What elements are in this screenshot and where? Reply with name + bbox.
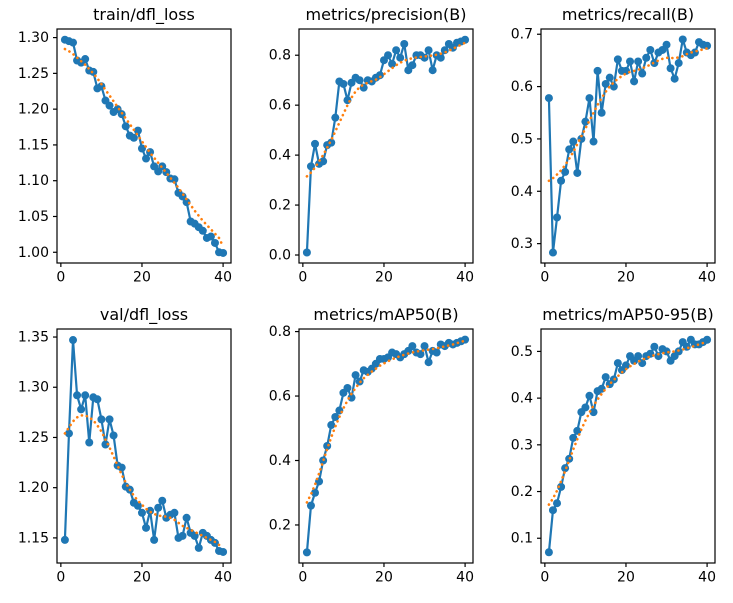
svg-text:0: 0 — [56, 270, 65, 286]
svg-text:20: 20 — [375, 570, 393, 586]
train-dfl-loss-plot: 0 20 40 1.00 1.05 1.10 1.15 1.20 1.25 1.30 — [18, 28, 232, 286]
chart-title-val-dfl-loss: val/dfl_loss — [99, 305, 189, 324]
svg-text:0.2: 0.2 — [269, 517, 291, 533]
subplot-metrics-map50-95: metrics/mAP50-95(B) 0 20 40 0.1 0.2 0.3 0.4 0.5 — [484, 300, 733, 597]
svg-text:40: 40 — [698, 570, 716, 586]
svg-text:0.4: 0.4 — [511, 184, 533, 200]
svg-text:1.10: 1.10 — [18, 173, 49, 189]
svg-text:20: 20 — [133, 270, 151, 286]
svg-text:0.3: 0.3 — [511, 437, 533, 453]
svg-text:20: 20 — [375, 270, 393, 286]
svg-text:0: 0 — [298, 570, 307, 586]
val-dfl-loss-plot: 0 20 40 1.15 1.20 1.25 1.30 1.35 — [18, 328, 232, 586]
svg-text:1.30: 1.30 — [18, 30, 49, 46]
svg-text:1.05: 1.05 — [18, 209, 49, 225]
subplot-metrics-recall: metrics/recall(B) 0 20 40 0.3 0.4 0.5 0.6 0.7 — [484, 0, 733, 297]
svg-text:0.8: 0.8 — [269, 324, 291, 340]
metrics-precision-plot: 0 20 40 0.0 0.2 0.4 0.6 0.8 — [269, 28, 474, 286]
svg-text:1.25: 1.25 — [18, 66, 49, 82]
svg-text:0.1: 0.1 — [511, 531, 533, 547]
svg-text:20: 20 — [133, 570, 151, 586]
svg-text:40: 40 — [456, 570, 474, 586]
svg-text:40: 40 — [456, 270, 474, 286]
svg-text:1.00: 1.00 — [18, 245, 49, 261]
svg-text:0.3: 0.3 — [511, 236, 533, 252]
svg-text:1.20: 1.20 — [18, 102, 49, 118]
svg-text:1.20: 1.20 — [18, 480, 49, 496]
chart-title-metrics-map50-95: metrics/mAP50-95(B) — [542, 305, 714, 324]
metrics-map50-plot: 0 20 40 0.2 0.4 0.6 0.8 — [269, 324, 474, 586]
svg-text:40: 40 — [214, 570, 232, 586]
svg-text:0.6: 0.6 — [511, 79, 533, 95]
chart-title-metrics-precision: metrics/precision(B) — [305, 5, 467, 24]
chart-title-metrics-recall: metrics/recall(B) — [561, 5, 695, 24]
svg-text:0.8: 0.8 — [269, 48, 291, 64]
svg-text:0.7: 0.7 — [511, 27, 533, 43]
svg-text:0.4: 0.4 — [269, 453, 291, 469]
svg-text:40: 40 — [214, 270, 232, 286]
svg-text:0.0: 0.0 — [269, 248, 291, 264]
svg-text:1.25: 1.25 — [18, 430, 49, 446]
subplot-metrics-precision: metrics/precision(B) 0 20 40 0.0 0.2 0.4 0.6 0.… — [242, 0, 492, 297]
svg-text:0.2: 0.2 — [269, 198, 291, 214]
svg-text:20: 20 — [617, 270, 635, 286]
metrics-recall-plot: 0 20 40 0.3 0.4 0.5 0.6 0.7 — [511, 27, 716, 286]
subplot-val-dfl-loss: val/dfl_loss 0 20 40 1.15 1.20 1.25 1.30 1.35 — [0, 300, 250, 597]
svg-text:0: 0 — [540, 270, 549, 286]
svg-text:1.15: 1.15 — [18, 137, 49, 153]
svg-text:0.2: 0.2 — [511, 484, 533, 500]
svg-text:1.15: 1.15 — [18, 530, 49, 546]
svg-text:0.5: 0.5 — [511, 344, 533, 360]
chart-title-train-dfl-loss: train/dfl_loss — [93, 5, 195, 24]
svg-text:0: 0 — [298, 270, 307, 286]
svg-text:0: 0 — [56, 570, 65, 586]
svg-text:0: 0 — [540, 570, 549, 586]
svg-text:40: 40 — [698, 270, 716, 286]
svg-text:1.30: 1.30 — [18, 380, 49, 396]
svg-text:0.4: 0.4 — [511, 391, 533, 407]
svg-text:0.6: 0.6 — [269, 98, 291, 114]
svg-text:0.5: 0.5 — [511, 131, 533, 147]
metrics-map50-95-plot: 0 20 40 0.1 0.2 0.3 0.4 0.5 — [511, 328, 716, 586]
subplot-train-dfl-loss: train/dfl_loss 0 20 40 1.00 1.05 1.10 1.15 1.20… — [0, 0, 250, 297]
subplot-metrics-map50: metrics/mAP50(B) 0 20 40 0.2 0.4 0.6 0.8 — [242, 300, 492, 597]
svg-text:0.4: 0.4 — [269, 148, 291, 164]
svg-text:20: 20 — [617, 570, 635, 586]
chart-title-metrics-map50: metrics/mAP50(B) — [313, 305, 459, 324]
svg-text:1.35: 1.35 — [18, 330, 49, 346]
svg-text:0.6: 0.6 — [269, 389, 291, 405]
